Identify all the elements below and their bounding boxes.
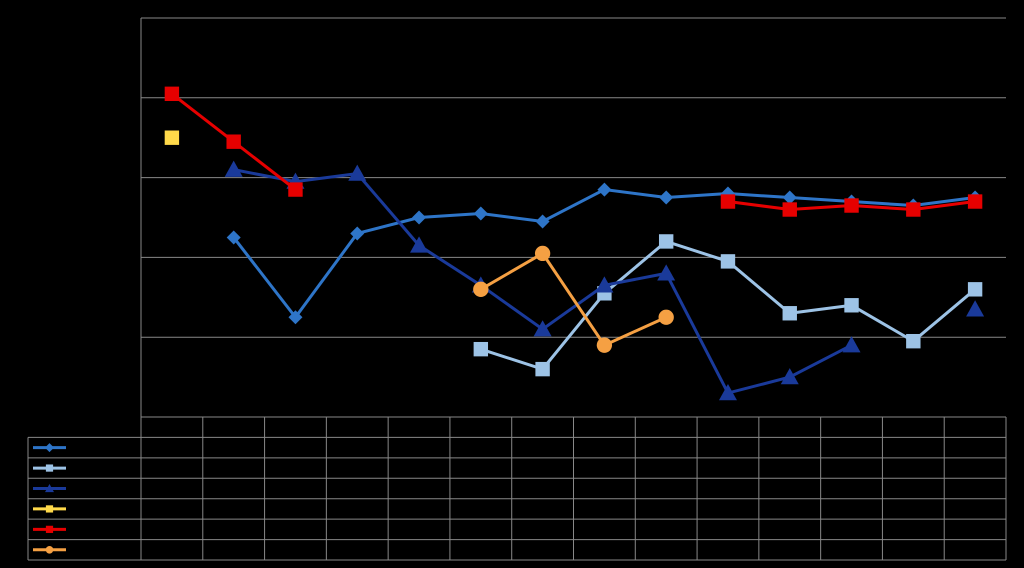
marker	[350, 226, 365, 241]
marker	[720, 254, 736, 269]
marker	[657, 264, 676, 281]
marker	[966, 300, 985, 317]
marker	[658, 309, 674, 325]
legend-marker	[45, 525, 54, 533]
marker	[595, 276, 614, 293]
legend-marker	[45, 464, 54, 472]
marker	[658, 234, 674, 249]
marker	[842, 336, 861, 353]
marker	[473, 206, 488, 221]
legend-marker	[45, 443, 54, 453]
marker	[780, 368, 799, 385]
marker	[659, 190, 674, 205]
marker	[597, 182, 612, 197]
marker	[782, 190, 797, 205]
marker	[782, 202, 797, 217]
marker	[844, 298, 859, 313]
marker	[844, 198, 859, 213]
legend-marker	[45, 484, 54, 493]
marker	[473, 281, 489, 297]
marker	[534, 245, 551, 262]
marker	[288, 310, 303, 325]
marker	[412, 210, 427, 225]
marker	[224, 160, 243, 177]
marker	[906, 202, 921, 217]
marker	[535, 361, 550, 377]
marker	[533, 320, 552, 337]
marker	[596, 337, 613, 353]
marker	[718, 384, 737, 401]
marker	[226, 134, 241, 149]
marker	[906, 333, 921, 349]
legend-marker	[45, 505, 54, 513]
marker	[535, 214, 550, 229]
marker	[164, 130, 180, 145]
series-line	[480, 251, 667, 348]
marker	[967, 194, 983, 209]
marker	[782, 306, 797, 321]
marker	[967, 282, 983, 297]
marker	[348, 164, 367, 181]
marker	[410, 236, 429, 253]
legend-marker	[45, 545, 54, 554]
marker	[720, 194, 736, 209]
marker	[473, 341, 489, 357]
marker	[226, 230, 241, 245]
marker	[288, 182, 303, 197]
marker	[164, 86, 180, 102]
